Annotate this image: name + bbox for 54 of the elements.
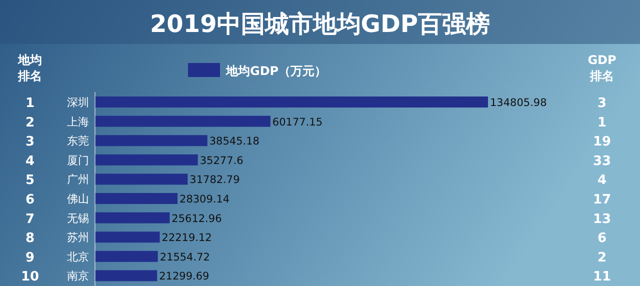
- text: 7: [25, 212, 35, 227]
- data-label: 25612.96: [172, 212, 222, 225]
- bar: [95, 232, 160, 243]
- y2-tick-label: 13: [592, 212, 612, 227]
- text: 9: [25, 250, 35, 266]
- y-tick-label: 深圳: [67, 96, 89, 109]
- bar: [95, 135, 208, 146]
- text: 10: [20, 270, 40, 285]
- bar: [95, 212, 170, 224]
- text: 6: [25, 192, 35, 208]
- bar: [95, 250, 158, 262]
- y-tick-label: 上海: [67, 115, 89, 128]
- y-tick-label: 苏州: [67, 231, 89, 244]
- text: 地均排名: [17, 53, 42, 83]
- y2-tick-label: 4: [597, 173, 607, 188]
- y-tick-label: 广州: [67, 173, 89, 186]
- text: 1: [25, 96, 35, 111]
- text: 3: [25, 134, 35, 150]
- y2-tick-label: 2: [597, 250, 607, 266]
- y2-tick-label: 19: [592, 134, 612, 150]
- data-label: 35277.6: [200, 154, 244, 167]
- y2-tick-label: 3: [597, 96, 607, 111]
- bar: [95, 116, 270, 127]
- data-label: 22219.12: [162, 232, 212, 244]
- bar: [95, 174, 188, 185]
- bar: [95, 193, 178, 204]
- data-label: 21299.69: [159, 270, 210, 283]
- bar: [95, 270, 158, 282]
- y2-tick-label: 17: [592, 192, 612, 208]
- data-label: 21554.72: [160, 251, 210, 264]
- text: 5: [25, 173, 35, 188]
- data-label: 38545.18: [209, 136, 260, 148]
- data-label: 60177.15: [272, 116, 323, 128]
- text: 8: [25, 231, 35, 246]
- y-tick-label: 佛山: [67, 192, 89, 206]
- text: 4: [25, 154, 35, 169]
- data-label: 31782.79: [190, 174, 240, 186]
- y2-tick-label: 33: [592, 154, 612, 169]
- data-label: 134805.98: [490, 97, 547, 109]
- y-tick-label: 无锡: [67, 212, 89, 225]
- y-tick-label: 东莞: [67, 134, 89, 148]
- legend-label: 地均GDP（万元）: [225, 64, 327, 78]
- bar: [95, 96, 488, 108]
- data-label: 28309.14: [180, 194, 230, 206]
- y-tick-label: 厦门: [67, 154, 89, 167]
- y2-tick-label: 11: [592, 270, 612, 285]
- y-tick-label: 南京: [67, 270, 89, 283]
- bar: [95, 154, 198, 166]
- y2-tick-label: 1: [597, 115, 607, 130]
- y-tick-label: 北京: [67, 250, 89, 264]
- chart-title: 2019中国城市地均GDP百强榜: [150, 10, 490, 38]
- text: GDP排名: [588, 53, 617, 83]
- y2-tick-label: 6: [597, 231, 607, 246]
- text: 2: [25, 115, 35, 130]
